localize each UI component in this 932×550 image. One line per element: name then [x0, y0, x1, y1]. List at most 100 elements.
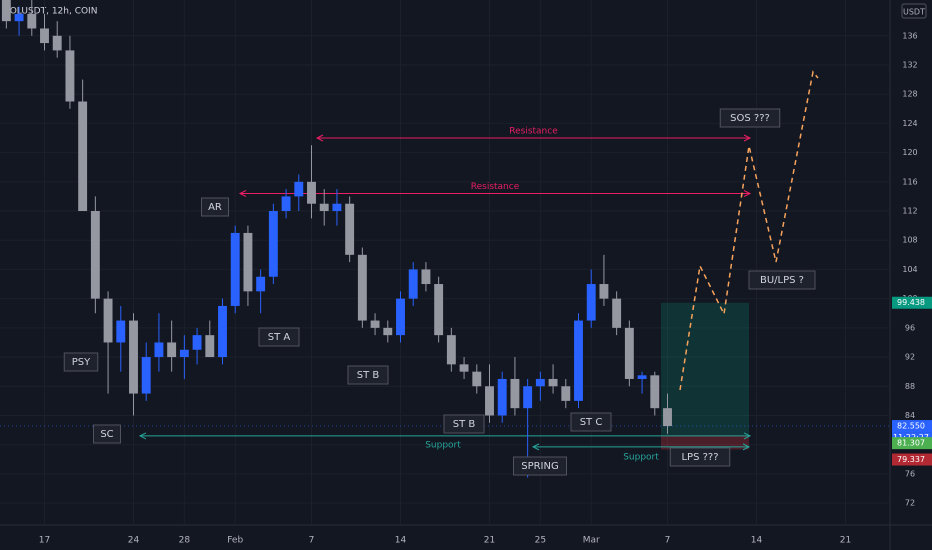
- currency-box: [901, 3, 927, 19]
- candle-body: [345, 203, 355, 255]
- candle-body: [396, 298, 405, 336]
- y-tick-label: 72: [905, 499, 915, 508]
- annotation: AR: [201, 197, 229, 217]
- candle-body: [319, 203, 329, 212]
- x-tick-label: 7: [309, 536, 315, 546]
- candle-body: [485, 386, 494, 416]
- annotation-box: [93, 424, 121, 444]
- candle-body: [141, 357, 151, 394]
- annotation-box: [513, 456, 567, 476]
- y-tick-label: 76: [905, 469, 915, 478]
- candle-body: [561, 386, 571, 401]
- annotation-label: ST B: [357, 370, 380, 381]
- y-tick-label: 132: [902, 60, 917, 69]
- annotation-box: [347, 365, 389, 385]
- annotation: ST A: [258, 327, 300, 347]
- annotation: ST B: [347, 365, 389, 385]
- annotation-box: [258, 327, 300, 347]
- candle-body: [129, 320, 138, 394]
- annotation-box: [669, 447, 731, 467]
- annotation-label: ST A: [268, 332, 291, 343]
- y-tick-label: 108: [902, 236, 917, 245]
- candle-body: [27, 13, 37, 29]
- candle-body: [624, 327, 634, 379]
- y-tick-label: 116: [902, 177, 917, 186]
- candle-body: [408, 269, 418, 299]
- target-price-box: [892, 296, 932, 309]
- x-tick-label: 7: [665, 536, 671, 546]
- candle-body: [294, 181, 304, 197]
- candle-body: [663, 408, 672, 427]
- candle-body: [78, 101, 88, 212]
- candle-body: [535, 378, 545, 387]
- annotation-label: AR: [208, 202, 222, 213]
- candle-body: [65, 50, 75, 102]
- y-tick-label: 96: [905, 323, 915, 332]
- x-tick-label: Feb: [227, 536, 243, 546]
- loss-zone: [661, 435, 749, 450]
- currency: USDT: [903, 8, 925, 17]
- candle-body: [510, 378, 520, 409]
- x-tick-label: Mar: [583, 536, 600, 546]
- candle-body: [548, 378, 558, 387]
- annotation-box: [63, 352, 99, 372]
- target-price: 99.438: [897, 298, 925, 307]
- candle-body: [523, 386, 533, 409]
- annotation-label: ST C: [580, 417, 603, 428]
- candle-body: [586, 284, 596, 321]
- candle-body: [40, 28, 49, 44]
- annotation: SPRING: [513, 456, 567, 476]
- chart-title: SOLUSDT, 12h, COIN: [4, 7, 97, 17]
- candle-body: [192, 335, 202, 350]
- entry-price-box: [892, 437, 932, 450]
- profit-zone: [661, 302, 749, 436]
- projection-path: [679, 70, 819, 391]
- candle-body: [218, 305, 227, 358]
- annotation-box: [201, 197, 229, 217]
- candle-body: [637, 375, 647, 379]
- x-tick-label: 21: [840, 536, 851, 546]
- annotation: ST C: [570, 412, 612, 432]
- candle-body: [1, 0, 11, 22]
- arrow-head: [531, 443, 751, 451]
- candle-body: [243, 232, 253, 292]
- annotation-label: SPRING: [521, 461, 559, 472]
- annotation-box: [719, 108, 781, 128]
- candle-body: [52, 35, 62, 51]
- arrow-head: [315, 134, 752, 142]
- x-tick-label: 17: [39, 536, 50, 546]
- y-tick-label: 84: [905, 411, 915, 420]
- annotation-label: BU/LPS ?: [760, 275, 804, 286]
- annotation: SC: [93, 424, 121, 444]
- annotation-label: ST B: [453, 419, 476, 430]
- x-tick-label: 28: [179, 536, 191, 546]
- candle-body: [434, 284, 444, 336]
- annotation-label: LPS ???: [681, 452, 718, 463]
- annotation-box: [748, 270, 816, 290]
- candle-body: [90, 211, 100, 299]
- candle-body: [574, 320, 583, 401]
- candle-body: [167, 342, 177, 358]
- last-price-box: [892, 420, 932, 433]
- candle-body: [268, 211, 278, 277]
- candle-body: [650, 375, 660, 409]
- level-label: Resistance: [509, 127, 558, 137]
- y-tick-label: 120: [902, 148, 917, 157]
- candle-body: [357, 254, 367, 321]
- stop-price: 79.337: [897, 455, 925, 464]
- candle-body: [383, 327, 393, 336]
- x-tick-label: 14: [751, 536, 763, 546]
- annotation-box: [443, 414, 485, 434]
- candle-body: [154, 342, 164, 358]
- x-tick-label: 21: [484, 536, 495, 546]
- annotation-label: PSY: [72, 357, 91, 368]
- annotation-box: [570, 412, 612, 432]
- stop-price-box: [892, 453, 932, 466]
- y-tick-label: 88: [905, 382, 915, 391]
- arrow-head: [138, 432, 752, 440]
- annotation: SOS ???: [719, 108, 781, 128]
- level-label: Support: [425, 440, 461, 450]
- level-label: Support: [623, 452, 659, 462]
- candle-body: [230, 232, 240, 306]
